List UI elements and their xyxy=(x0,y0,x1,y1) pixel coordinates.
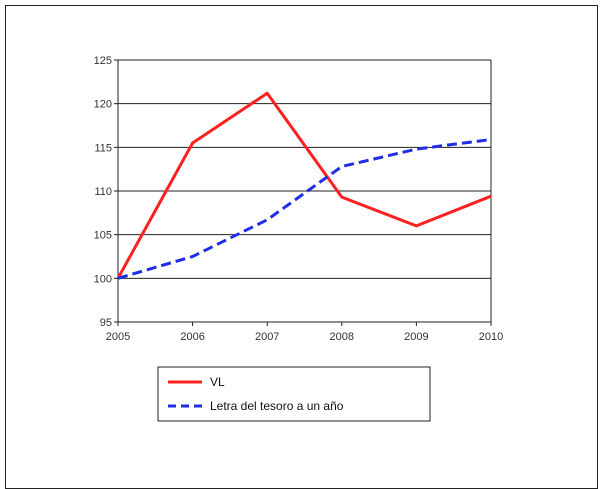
y-tick-label: 105 xyxy=(94,230,112,242)
y-tick-label: 110 xyxy=(94,186,112,198)
x-tick-label: 2010 xyxy=(479,331,503,343)
x-tick-label: 2005 xyxy=(106,331,130,343)
y-tick-label: 115 xyxy=(94,142,112,154)
axes xyxy=(114,59,492,326)
y-tick-labels: 95 100 105 110 115 120 125 xyxy=(94,55,112,329)
y-tick-label: 125 xyxy=(94,55,112,67)
x-tick-label: 2009 xyxy=(404,331,428,343)
legend-label-1: Letra del tesoro a un año xyxy=(210,399,344,413)
x-tick-label: 2007 xyxy=(255,331,279,343)
series-line-0 xyxy=(116,91,492,280)
x-tick-labels: 2005 2006 2007 2008 2009 2010 xyxy=(106,331,503,343)
legend: VL Letra del tesoro a un año xyxy=(157,366,431,422)
series-line-1 xyxy=(117,138,492,280)
y-tick-label: 95 xyxy=(100,317,112,329)
y-tick-label: 100 xyxy=(94,273,112,285)
series-lines xyxy=(116,91,492,280)
x-tick-label: 2006 xyxy=(180,331,204,343)
y-tick-label: 120 xyxy=(94,99,112,111)
gridlines xyxy=(118,59,491,279)
legend-box xyxy=(157,366,431,422)
legend-label-0: VL xyxy=(210,375,225,389)
x-tick-label: 2008 xyxy=(330,331,354,343)
